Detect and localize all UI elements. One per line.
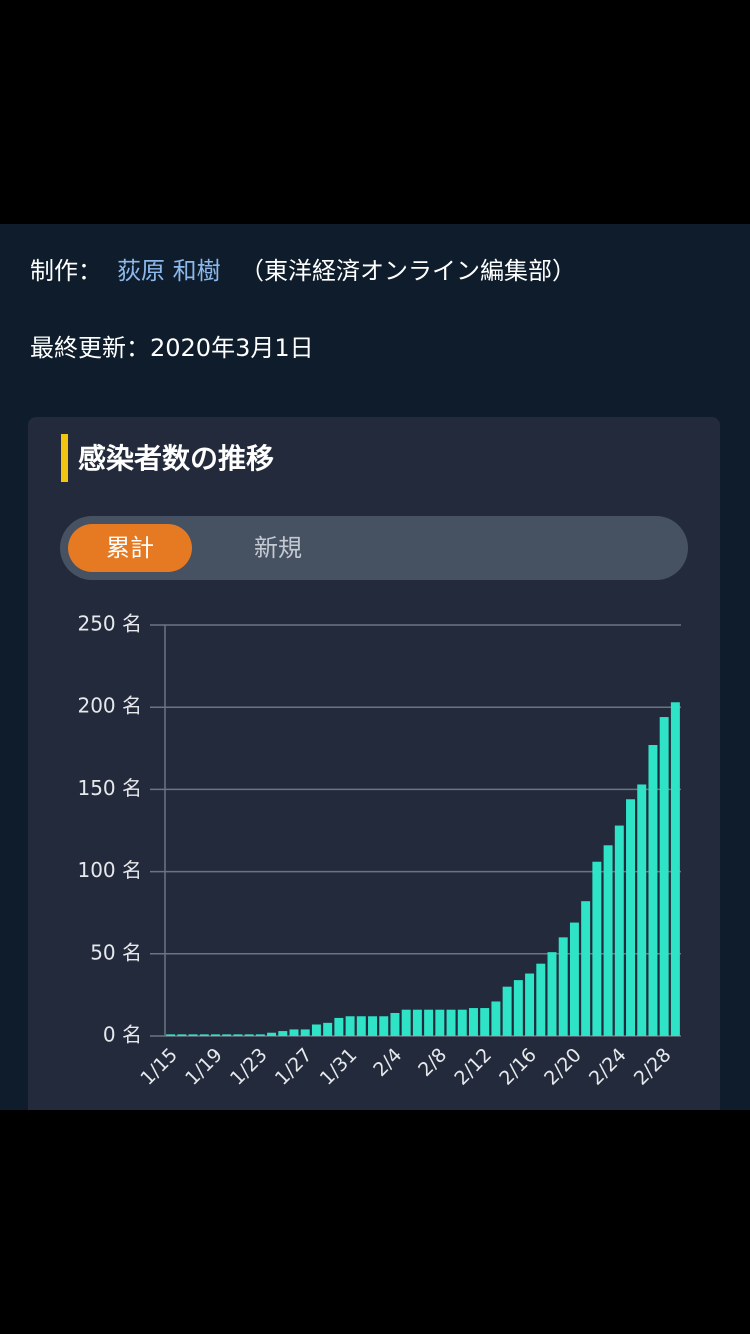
bar bbox=[323, 1022, 333, 1036]
bar bbox=[267, 1032, 277, 1036]
tab-label[interactable]: 新規 bbox=[254, 534, 302, 562]
bar bbox=[659, 717, 669, 1036]
bar bbox=[177, 1034, 187, 1036]
bar bbox=[278, 1031, 288, 1036]
bar bbox=[558, 937, 568, 1036]
y-tick-label: 100 名 bbox=[77, 858, 142, 882]
y-tick-label: 150 名 bbox=[77, 776, 142, 800]
card-title: 感染者数の推移 bbox=[78, 442, 274, 475]
tab-bar bbox=[60, 516, 688, 580]
bar bbox=[569, 922, 579, 1036]
bar bbox=[603, 845, 613, 1036]
bar bbox=[222, 1034, 232, 1036]
y-tick-label: 50 名 bbox=[90, 940, 142, 964]
bar bbox=[424, 1009, 434, 1036]
bar bbox=[513, 980, 523, 1036]
bar bbox=[166, 1034, 176, 1036]
credit-org: （東洋経済オンライン編集部） bbox=[240, 257, 576, 285]
title-accent bbox=[61, 434, 68, 482]
bar bbox=[345, 1016, 355, 1036]
bar bbox=[412, 1009, 422, 1036]
bar bbox=[468, 1008, 478, 1036]
bar bbox=[233, 1034, 243, 1036]
bar bbox=[648, 745, 658, 1036]
bar bbox=[480, 1008, 490, 1036]
bar bbox=[536, 963, 546, 1036]
bar bbox=[446, 1009, 456, 1036]
card bbox=[28, 417, 720, 1137]
bar bbox=[670, 702, 680, 1036]
y-tick-label: 250 名 bbox=[77, 612, 142, 636]
bar bbox=[637, 784, 647, 1036]
bar bbox=[311, 1024, 321, 1036]
bar bbox=[188, 1034, 198, 1036]
bar bbox=[255, 1034, 265, 1036]
bar bbox=[199, 1034, 209, 1036]
y-tick-label: 200 名 bbox=[77, 694, 142, 718]
bar bbox=[491, 1001, 501, 1036]
bar bbox=[457, 1009, 467, 1036]
bottom-bar bbox=[0, 1110, 750, 1334]
bar bbox=[210, 1034, 220, 1036]
bar bbox=[334, 1017, 344, 1036]
bar bbox=[390, 1012, 400, 1036]
bar bbox=[525, 973, 535, 1036]
bar bbox=[300, 1029, 310, 1036]
tab-label[interactable]: 累計 bbox=[106, 534, 154, 562]
bar bbox=[401, 1009, 411, 1036]
bar bbox=[581, 901, 591, 1036]
bar bbox=[379, 1016, 389, 1036]
bar bbox=[547, 952, 557, 1036]
bar bbox=[614, 825, 624, 1036]
bar bbox=[289, 1029, 299, 1036]
top-bar bbox=[0, 0, 750, 224]
bar bbox=[244, 1034, 254, 1036]
bar bbox=[435, 1009, 445, 1036]
credit-label: 制作： bbox=[30, 257, 102, 285]
tab-active[interactable] bbox=[68, 524, 192, 572]
bar bbox=[502, 986, 512, 1036]
y-tick-label: 0 名 bbox=[103, 1023, 142, 1047]
bar bbox=[626, 799, 636, 1036]
bar bbox=[356, 1016, 366, 1036]
bar bbox=[368, 1016, 378, 1036]
bar bbox=[592, 861, 602, 1036]
updated: 最終更新：2020年3月1日 bbox=[30, 334, 314, 362]
author-link[interactable]: 荻原 和樹 bbox=[117, 257, 221, 285]
